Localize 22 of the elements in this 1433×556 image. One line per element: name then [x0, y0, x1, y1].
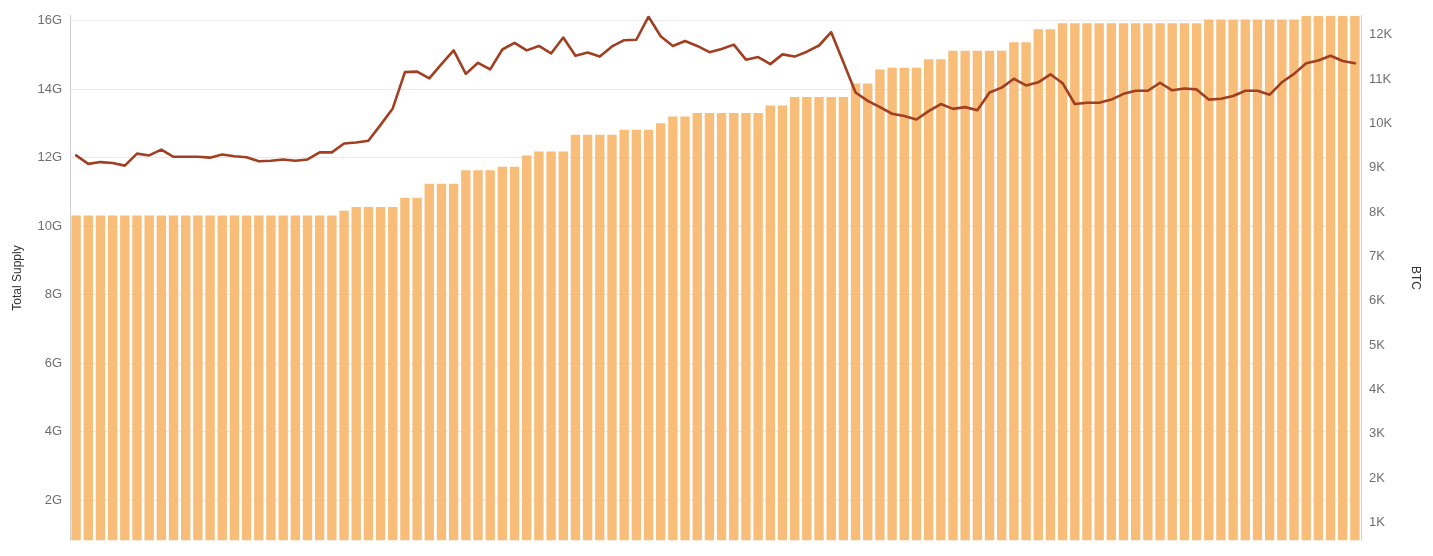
- y-axis-title: Total Supply: [9, 245, 24, 311]
- y2-tick-label: 1K: [1369, 514, 1386, 530]
- y-tick-label: 16G: [37, 12, 62, 28]
- y-tick-label: 8G: [44, 286, 62, 302]
- y2-tick-label: 5K: [1369, 336, 1386, 352]
- y2-tick-label: 12K: [1369, 26, 1393, 42]
- y-tick-label: 12G: [37, 149, 62, 165]
- y2-tick-label: 2K: [1369, 469, 1386, 485]
- y2-tick-label: 9K: [1369, 159, 1386, 175]
- y2-tick-label: 8K: [1369, 203, 1386, 219]
- y-tick-label: 14G: [37, 80, 62, 96]
- y-tick-label: 4G: [44, 423, 62, 439]
- y-tick-label: 2G: [44, 491, 62, 507]
- y2-tick-label: 6K: [1369, 292, 1386, 308]
- y-tick-label: 10G: [37, 217, 62, 233]
- y2-tick-label: 11K: [1369, 70, 1392, 86]
- y2-tick-label: 7K: [1369, 248, 1386, 264]
- y2-tick-label: 4K: [1369, 381, 1386, 397]
- y2-tick-label: 10K: [1369, 115, 1393, 131]
- y-tick-label: 6G: [44, 354, 62, 370]
- y2-axis-title: BTC: [1409, 266, 1424, 291]
- y2-tick-label: 3K: [1369, 425, 1386, 441]
